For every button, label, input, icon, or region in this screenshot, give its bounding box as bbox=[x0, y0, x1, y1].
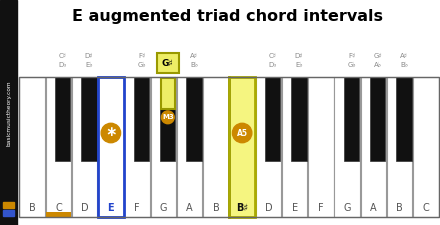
Bar bbox=[46, 77, 71, 217]
Text: basicmusictheory.com: basicmusictheory.com bbox=[6, 80, 11, 146]
Text: A♭: A♭ bbox=[374, 62, 382, 68]
Text: E: E bbox=[292, 203, 298, 213]
Bar bbox=[55, 77, 70, 161]
Text: G♯: G♯ bbox=[162, 58, 174, 68]
Text: D♭: D♭ bbox=[268, 62, 277, 68]
Text: B: B bbox=[213, 203, 219, 213]
Text: B: B bbox=[29, 203, 36, 213]
Text: E augmented triad chord intervals: E augmented triad chord intervals bbox=[73, 9, 384, 24]
Bar bbox=[3, 202, 14, 208]
Text: A♯: A♯ bbox=[190, 53, 198, 59]
Bar bbox=[161, 77, 175, 109]
Text: B: B bbox=[396, 203, 403, 213]
Bar bbox=[308, 77, 334, 217]
Text: ∗: ∗ bbox=[105, 125, 117, 139]
Text: A: A bbox=[186, 203, 193, 213]
Bar bbox=[229, 77, 255, 217]
Circle shape bbox=[101, 123, 121, 143]
Text: E: E bbox=[107, 203, 114, 213]
Text: D: D bbox=[81, 203, 88, 213]
Text: C♯: C♯ bbox=[59, 53, 67, 59]
Text: B♭: B♭ bbox=[400, 62, 408, 68]
Bar bbox=[177, 77, 202, 217]
Bar bbox=[334, 77, 360, 217]
Text: F: F bbox=[134, 203, 140, 213]
Bar bbox=[72, 77, 97, 217]
Bar bbox=[0, 0, 17, 225]
Bar bbox=[125, 77, 150, 217]
Bar bbox=[291, 77, 307, 161]
Bar bbox=[203, 77, 229, 217]
Bar bbox=[46, 212, 70, 217]
Text: F♯: F♯ bbox=[138, 53, 145, 59]
Text: F♯: F♯ bbox=[348, 53, 355, 59]
Circle shape bbox=[232, 123, 252, 143]
Text: G♭: G♭ bbox=[347, 62, 356, 68]
Bar bbox=[160, 77, 176, 161]
Text: C♯: C♯ bbox=[269, 53, 277, 59]
Text: D: D bbox=[264, 203, 272, 213]
Bar bbox=[361, 77, 386, 217]
Bar bbox=[150, 77, 176, 217]
Bar bbox=[98, 77, 124, 217]
Text: C: C bbox=[422, 203, 429, 213]
Text: E♭: E♭ bbox=[295, 62, 303, 68]
Bar bbox=[387, 77, 412, 217]
Bar bbox=[98, 77, 124, 217]
Bar bbox=[19, 77, 439, 217]
Circle shape bbox=[161, 111, 174, 124]
Text: A♯: A♯ bbox=[400, 53, 408, 59]
Bar bbox=[187, 77, 202, 161]
Text: G♯: G♯ bbox=[374, 53, 382, 59]
Text: G♭: G♭ bbox=[137, 62, 146, 68]
Text: F: F bbox=[318, 203, 324, 213]
Text: D♯: D♯ bbox=[85, 53, 93, 59]
Bar bbox=[370, 77, 385, 161]
Text: E♭: E♭ bbox=[85, 62, 93, 68]
Text: A: A bbox=[370, 203, 377, 213]
Bar bbox=[256, 77, 281, 217]
Bar bbox=[81, 77, 97, 161]
Bar bbox=[19, 77, 45, 217]
Bar bbox=[3, 210, 14, 216]
Text: G: G bbox=[343, 203, 351, 213]
Bar bbox=[134, 77, 149, 161]
Bar bbox=[413, 77, 439, 217]
Bar bbox=[265, 77, 280, 161]
Text: B♯: B♯ bbox=[236, 203, 248, 213]
Bar bbox=[396, 77, 412, 161]
Bar bbox=[157, 53, 179, 73]
Bar bbox=[282, 77, 308, 217]
Text: M3: M3 bbox=[162, 114, 174, 120]
Text: C: C bbox=[55, 203, 62, 213]
Text: B♭: B♭ bbox=[190, 62, 198, 68]
Text: D♯: D♯ bbox=[295, 53, 304, 59]
Text: G: G bbox=[160, 203, 167, 213]
Text: D♭: D♭ bbox=[59, 62, 67, 68]
Text: A5: A5 bbox=[237, 128, 248, 137]
Bar bbox=[229, 77, 255, 217]
Bar bbox=[344, 77, 359, 161]
